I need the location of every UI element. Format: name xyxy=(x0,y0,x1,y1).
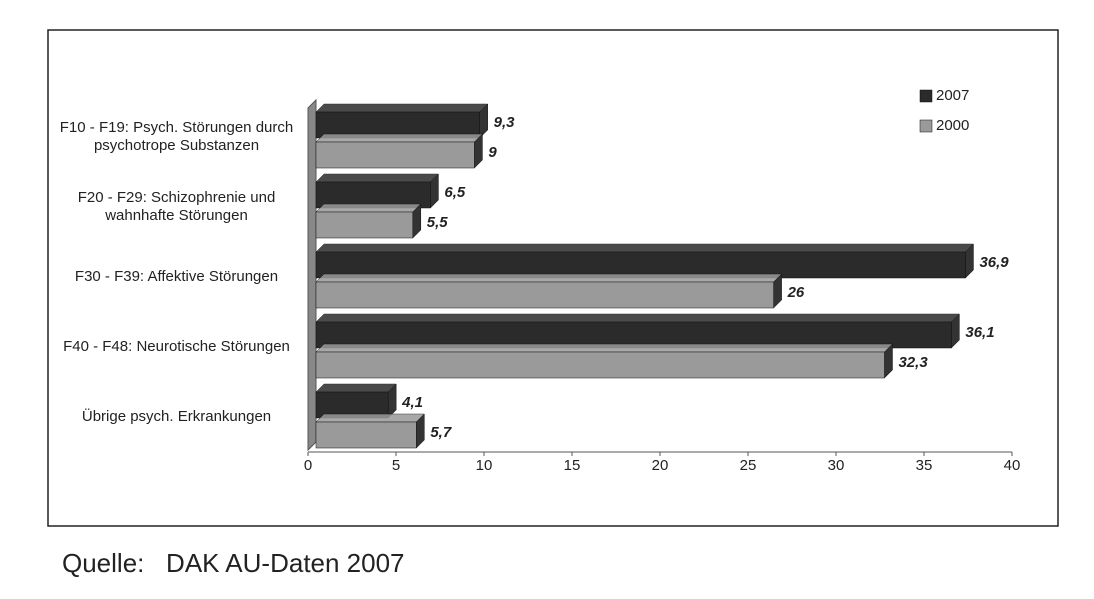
x-tick-label: 20 xyxy=(652,457,669,474)
category-label: F40 - F48: Neurotische Störungen xyxy=(63,338,290,355)
bar xyxy=(315,321,952,349)
legend-label: 2000 xyxy=(936,117,969,134)
value-label: 4,1 xyxy=(401,394,423,411)
x-tick-label: 10 xyxy=(476,457,493,474)
x-tick-label: 15 xyxy=(564,457,581,474)
bar-top xyxy=(315,203,422,213)
bar-top xyxy=(315,383,397,393)
bar xyxy=(315,111,480,139)
bar-top xyxy=(315,413,425,423)
bar xyxy=(315,251,966,279)
bar xyxy=(315,181,431,209)
value-label: 36,1 xyxy=(965,324,994,341)
legend-swatch xyxy=(919,89,933,103)
bar xyxy=(315,351,885,379)
category-label: F20 - F29: Schizophrenie und wahnhafte S… xyxy=(77,189,276,224)
bar xyxy=(315,211,414,239)
chart-frame xyxy=(47,29,1059,527)
value-label: 32,3 xyxy=(898,354,928,371)
legend-label: 2007 xyxy=(936,87,969,104)
value-label: 9 xyxy=(488,144,497,161)
bar-top xyxy=(315,103,489,113)
axis-wall xyxy=(307,98,317,452)
x-tick-label: 40 xyxy=(1004,457,1021,474)
bar-top xyxy=(315,273,783,283)
bar xyxy=(315,391,389,419)
x-tick-label: 30 xyxy=(828,457,845,474)
legend-swatch xyxy=(919,119,933,133)
bar xyxy=(315,281,774,309)
bar-top xyxy=(315,173,440,183)
bar-top xyxy=(315,343,894,353)
bar-top xyxy=(315,243,975,253)
x-tick-label: 35 xyxy=(916,457,933,474)
bar-top xyxy=(315,313,960,323)
value-label: 6,5 xyxy=(444,184,466,201)
bar xyxy=(315,421,417,449)
category-label: F30 - F39: Affektive Störungen xyxy=(74,268,279,285)
source-note: Quelle: DAK AU-Daten 2007 xyxy=(62,548,405,578)
bar xyxy=(315,141,475,169)
x-tick-label: 0 xyxy=(304,457,312,474)
category-label: Übrige psych. Erkrankungen xyxy=(81,408,272,425)
value-label: 5,7 xyxy=(430,424,452,441)
value-label: 5,5 xyxy=(427,214,449,231)
category-label: F10 - F19: Psych. Störungen durch psycho… xyxy=(59,119,294,154)
value-label: 26 xyxy=(787,284,805,301)
x-tick-label: 5 xyxy=(392,457,400,474)
bar-top xyxy=(315,133,484,143)
value-label: 9,3 xyxy=(494,114,516,131)
x-tick-label: 25 xyxy=(740,457,757,474)
value-label: 36,9 xyxy=(979,254,1009,271)
